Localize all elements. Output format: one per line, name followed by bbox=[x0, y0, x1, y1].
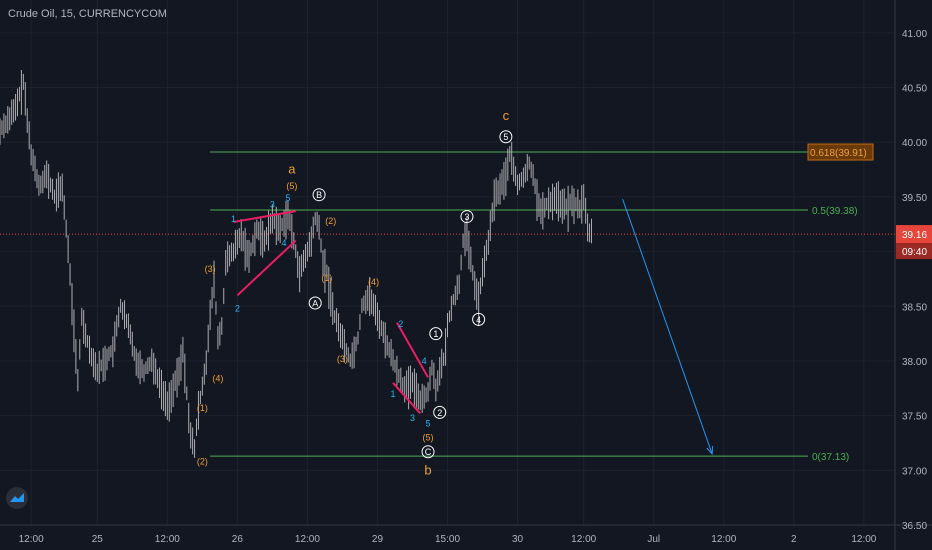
x-tick-label: Jul bbox=[647, 534, 660, 545]
wave-label: A bbox=[312, 298, 318, 308]
wave-label-circle bbox=[421, 445, 435, 459]
x-tick-label: 12:00 bbox=[295, 534, 320, 545]
wave-label: 1 bbox=[391, 389, 396, 399]
wave-label: b bbox=[424, 462, 431, 477]
current-price-label: 39.16 bbox=[902, 230, 927, 241]
wave-label: (3) bbox=[205, 264, 216, 274]
wave-label: (2) bbox=[197, 457, 208, 467]
logo-icon bbox=[10, 493, 24, 502]
x-tick-label: 26 bbox=[232, 534, 244, 545]
y-tick-label: 37.00 bbox=[902, 466, 927, 477]
wave-label: (3) bbox=[337, 354, 348, 364]
wave-label: 2 bbox=[235, 303, 240, 313]
x-tick-label: 12:00 bbox=[711, 534, 736, 545]
x-tick-label: 12:00 bbox=[155, 534, 180, 545]
wave-label: 3 bbox=[270, 200, 275, 210]
y-tick-label: 36.50 bbox=[902, 521, 927, 532]
tradingview-logo[interactable] bbox=[6, 487, 28, 509]
wave-label: 5 bbox=[503, 132, 508, 142]
wave-label-circle bbox=[499, 130, 513, 144]
fib-level-label: 0(37.13) bbox=[812, 452, 849, 463]
wave-label: (2) bbox=[325, 216, 336, 226]
wave-label: (1) bbox=[197, 403, 208, 413]
wave-label: 1 bbox=[231, 214, 236, 224]
x-tick-label: 12:00 bbox=[571, 534, 596, 545]
wave-label: (1) bbox=[321, 273, 332, 283]
y-tick-label: 40.50 bbox=[902, 84, 927, 95]
wave-label: (5) bbox=[423, 433, 434, 443]
wave-label-circle bbox=[429, 327, 443, 341]
wave-label-circle bbox=[308, 296, 322, 310]
projection-arrow-head bbox=[706, 445, 714, 456]
fib-level-label: 0.5(39.38) bbox=[812, 206, 858, 217]
wave-label: 4 bbox=[282, 238, 287, 248]
x-tick-label: 29 bbox=[372, 534, 384, 545]
wave-label: B bbox=[316, 190, 322, 200]
y-tick-label: 41.00 bbox=[902, 29, 927, 40]
wave-label-circle bbox=[460, 210, 474, 224]
wave-label: 5 bbox=[285, 193, 290, 203]
wave-label: 2 bbox=[437, 408, 442, 418]
countdown-label: 09:40 bbox=[902, 247, 927, 258]
chart-title: Crude Oil, 15, CURRENCYCOM bbox=[8, 8, 167, 20]
x-tick-label: 2 bbox=[791, 534, 797, 545]
wave-label-circle bbox=[472, 312, 486, 326]
y-tick-label: 38.50 bbox=[902, 302, 927, 313]
wave-label: C bbox=[425, 447, 432, 457]
wave-label: 4 bbox=[476, 315, 481, 325]
wave-label: c bbox=[503, 108, 510, 123]
wave-label: (4) bbox=[212, 373, 223, 383]
fib-level-label-box bbox=[807, 143, 874, 161]
wave-label: (4) bbox=[368, 277, 379, 287]
x-tick-label: 25 bbox=[92, 534, 104, 545]
y-tick-label: 38.00 bbox=[902, 357, 927, 368]
x-tick-label: 30 bbox=[512, 534, 524, 545]
wave-label: 5 bbox=[426, 418, 431, 428]
x-tick-label: 12:00 bbox=[19, 534, 44, 545]
current-price-tag bbox=[896, 225, 932, 244]
fib-level-label: 0.618(39.91) bbox=[810, 148, 867, 159]
wave-label-circle bbox=[312, 188, 326, 202]
wedge-line bbox=[396, 322, 429, 378]
wave-label: 3 bbox=[464, 212, 469, 222]
y-tick-label: 39.50 bbox=[902, 193, 927, 204]
wave-label: a bbox=[288, 162, 296, 177]
wave-label: (5) bbox=[286, 181, 297, 191]
projection-arrow bbox=[622, 198, 713, 455]
wave-label-circle bbox=[433, 405, 447, 419]
x-tick-label: 15:00 bbox=[435, 534, 460, 545]
x-tick-label: 12:00 bbox=[851, 534, 876, 545]
wedge-line bbox=[233, 210, 296, 224]
countdown-tag bbox=[896, 243, 932, 260]
y-tick-label: 40.00 bbox=[902, 138, 927, 149]
y-tick-label: 37.50 bbox=[902, 412, 927, 423]
wave-label: 3 bbox=[410, 413, 415, 423]
wave-label: 2 bbox=[398, 319, 403, 329]
wedge-line bbox=[392, 382, 422, 415]
wave-label: 1 bbox=[433, 329, 438, 339]
wave-label: 4 bbox=[422, 356, 427, 366]
wedge-line bbox=[236, 239, 297, 297]
